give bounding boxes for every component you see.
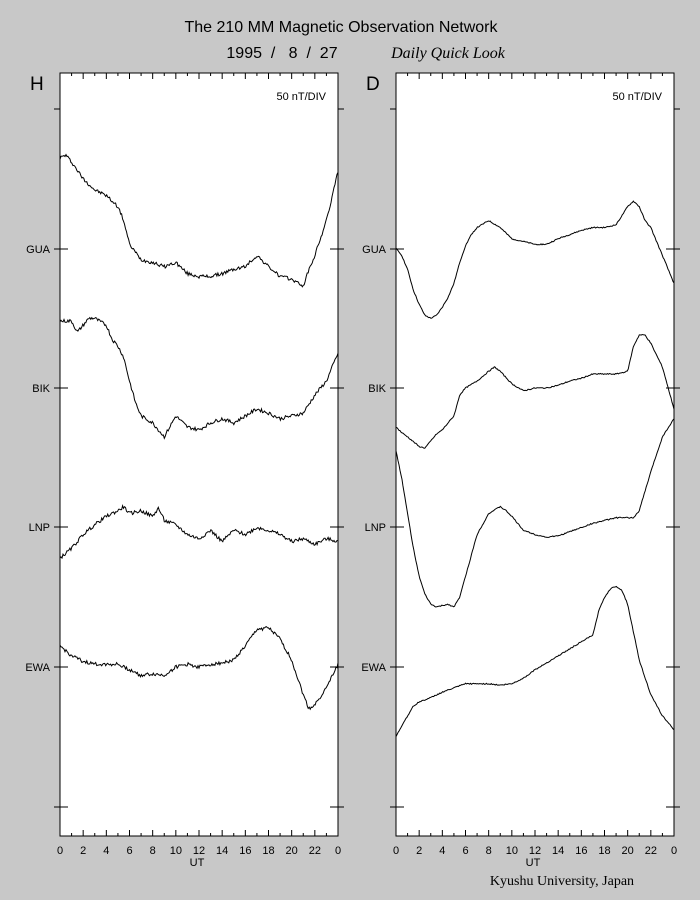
- x-tick-label: 20: [286, 845, 298, 857]
- x-tick-label: 22: [645, 845, 657, 857]
- x-tick-label: 0: [57, 845, 63, 857]
- station-label: BIK: [32, 383, 50, 395]
- x-tick-label: 0: [393, 845, 399, 857]
- x-tick-label: 12: [193, 845, 205, 857]
- x-tick-label: 22: [309, 845, 321, 857]
- scale-label: 50 nT/DIV: [276, 91, 326, 103]
- series-line-bik: [59, 316, 339, 440]
- station-label: GUA: [362, 244, 387, 256]
- scale-label: 50 nT/DIV: [612, 91, 662, 103]
- x-tick-label: 16: [239, 845, 251, 857]
- x-tick-label: 2: [416, 845, 422, 857]
- x-tick-label: 6: [462, 845, 468, 857]
- series-line-gua: [59, 153, 339, 288]
- plot-frame: [395, 72, 675, 837]
- x-tick-label: 14: [552, 845, 564, 857]
- panel-h: H 50 nT/DIV GUA BIK LNP EWA 0 2 4 6 8 10 12 14 16 18 20 2…: [25, 72, 344, 869]
- x-tick-label: 12: [529, 845, 541, 857]
- x-tick-label: 18: [598, 845, 610, 857]
- panel-label: H: [30, 74, 44, 95]
- series-line-ewa: [395, 585, 675, 737]
- chart-subtitle: Daily Quick Look: [390, 45, 506, 62]
- x-axis-label: UT: [526, 857, 541, 869]
- station-label: GUA: [26, 244, 51, 256]
- series-line-bik: [395, 333, 675, 449]
- station-label: BIK: [368, 383, 386, 395]
- station-label: EWA: [25, 662, 50, 674]
- chart-date: 1995 / 8 / 27: [226, 45, 337, 62]
- series-line-lnp: [59, 503, 339, 560]
- x-tick-label: 8: [150, 845, 156, 857]
- x-tick-label: 10: [506, 845, 518, 857]
- x-tick-label: 4: [103, 845, 109, 857]
- series-line-ewa: [59, 626, 339, 711]
- station-label: LNP: [365, 522, 386, 534]
- station-label: EWA: [361, 662, 386, 674]
- x-tick-label: 10: [170, 845, 182, 857]
- series-line-gua: [395, 200, 675, 319]
- panel-d: D 50 nT/DIV GUA BIK LNP EWA 0 2 4 6 8 10 12 14 16 18 20 2…: [361, 72, 680, 869]
- x-tick-label: 6: [126, 845, 132, 857]
- series-line-lnp: [395, 418, 675, 608]
- x-axis-label: UT: [190, 857, 205, 869]
- station-label: LNP: [29, 522, 50, 534]
- x-tick-label: 18: [262, 845, 274, 857]
- plot-frame: [59, 72, 339, 837]
- credit-footer: Kyushu University, Japan: [490, 874, 634, 889]
- x-tick-label: 16: [575, 845, 587, 857]
- x-tick-label: 0: [335, 845, 341, 857]
- x-tick-label: 8: [486, 845, 492, 857]
- x-tick-label: 14: [216, 845, 228, 857]
- x-tick-label: 0: [671, 845, 677, 857]
- panel-label: D: [366, 74, 380, 95]
- x-tick-label: 2: [80, 845, 86, 857]
- x-tick-label: 4: [439, 845, 445, 857]
- x-tick-label: 20: [622, 845, 634, 857]
- chart-title: The 210 MM Magnetic Observation Network: [184, 19, 498, 36]
